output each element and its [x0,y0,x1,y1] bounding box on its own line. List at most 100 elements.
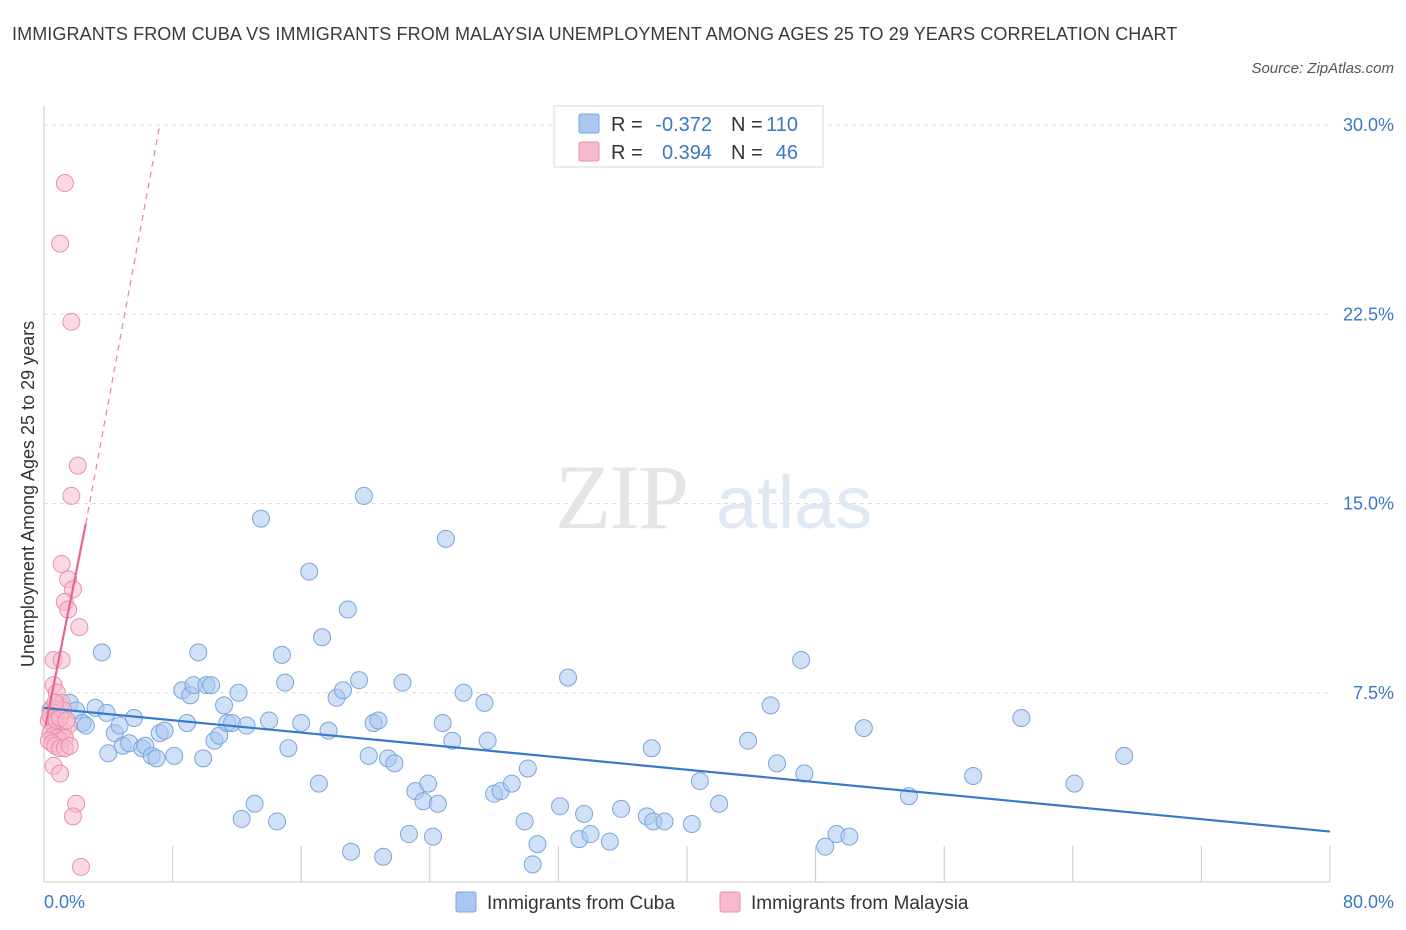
stats-r-value-cuba: -0.372 [655,114,712,136]
point-cuba [393,673,412,692]
x-tick-max: 80.0% [1343,892,1394,912]
y-tick-label: 22.5% [1343,304,1394,324]
point-cuba [300,562,319,581]
point-cuba [454,683,473,702]
stats-n-value-malaysia: 46 [776,142,798,164]
point-cuba [374,847,393,866]
point-cuba [612,799,631,818]
point-cuba [682,814,701,833]
point-cuba [1065,774,1084,793]
x-tick-min: 0.0% [44,892,85,912]
point-cuba [964,767,983,786]
point-cuba [436,529,455,548]
point-cuba [252,509,271,528]
point-cuba [385,754,404,773]
point-cuba [342,842,361,861]
point-cuba [655,812,674,831]
point-cuba [642,739,661,758]
point-cuba [313,628,332,647]
point-malaysia [55,174,74,193]
point-cuba [518,759,537,778]
trend-line-malaysia-extension [85,124,161,524]
stats-swatch-malaysia [578,141,600,162]
point-cuba [419,774,438,793]
point-cuba [575,804,594,823]
point-cuba [359,746,378,765]
point-malaysia [51,764,70,783]
data-points [39,174,1134,876]
source-label: Source: ZipAtlas.com [1251,60,1394,77]
stats-box: R = -0.372 N = 110 R = 0.394 N = 46 [553,105,824,168]
grid-lines [44,124,1330,694]
point-cuba [189,643,208,662]
point-cuba [433,714,452,733]
point-cuba [600,832,619,851]
point-malaysia [68,456,87,475]
point-cuba [478,731,497,750]
point-cuba [475,693,494,712]
point-cuba [215,696,234,715]
point-cuba [268,812,287,831]
point-cuba [147,749,166,768]
point-cuba [155,721,174,740]
point-cuba [428,794,447,813]
point-cuba [210,726,229,745]
watermark-zip: ZIP [555,446,687,548]
point-cuba [92,643,111,662]
point-cuba [110,716,129,735]
stats-n-label-cuba: N = [731,114,763,136]
point-cuba [710,794,729,813]
point-cuba [768,754,787,773]
trend-line-cuba [43,706,1331,833]
point-cuba [424,827,443,846]
x-axis-ticks [43,846,1331,882]
point-malaysia [62,486,81,505]
point-cuba [245,794,264,813]
point-malaysia [52,650,71,669]
stats-r-label-cuba: R = [611,114,643,136]
point-cuba [690,772,709,791]
legend-swatch-malaysia [719,891,741,913]
legend-label-malaysia: Immigrants from Malaysia [751,893,969,914]
point-malaysia [63,807,82,826]
legend-swatch-cuba [455,891,477,913]
point-cuba [528,835,547,854]
y-tick-label: 15.0% [1343,494,1394,514]
point-cuba [559,668,578,687]
trend-line-malaysia [44,523,87,726]
point-cuba [333,681,352,700]
watermark-atlas: atlas [716,461,872,544]
point-cuba [443,731,462,750]
point-cuba [1115,746,1134,765]
point-cuba [194,749,213,768]
stats-r-value-malaysia: 0.394 [662,142,712,164]
point-malaysia [70,618,89,637]
point-malaysia [52,555,71,574]
point-cuba [276,673,295,692]
watermark: ZIP atlas [555,446,872,548]
point-cuba [523,855,542,874]
point-cuba [761,696,780,715]
legend-label-cuba: Immigrants from Cuba [487,893,675,914]
point-cuba [399,825,418,844]
point-cuba [350,671,369,690]
point-cuba [369,711,388,730]
stats-swatch-cuba [578,113,600,134]
point-cuba [854,719,873,738]
point-malaysia [71,857,90,876]
point-cuba [272,645,291,664]
point-cuba [816,837,835,856]
point-cuba [260,711,279,730]
point-malaysia [62,312,81,331]
stats-r-label-malaysia: R = [611,142,643,164]
point-cuba [292,714,311,733]
point-cuba [515,812,534,831]
legend: Immigrants from Cuba Immigrants from Mal… [455,891,969,914]
stats-n-label-malaysia: N = [731,142,763,164]
point-cuba [1012,708,1031,727]
chart-title: IMMIGRANTS FROM CUBA VS IMMIGRANTS FROM … [12,24,1178,44]
point-malaysia [60,736,79,755]
point-cuba [232,809,251,828]
y-tick-label: 30.0% [1343,115,1394,135]
